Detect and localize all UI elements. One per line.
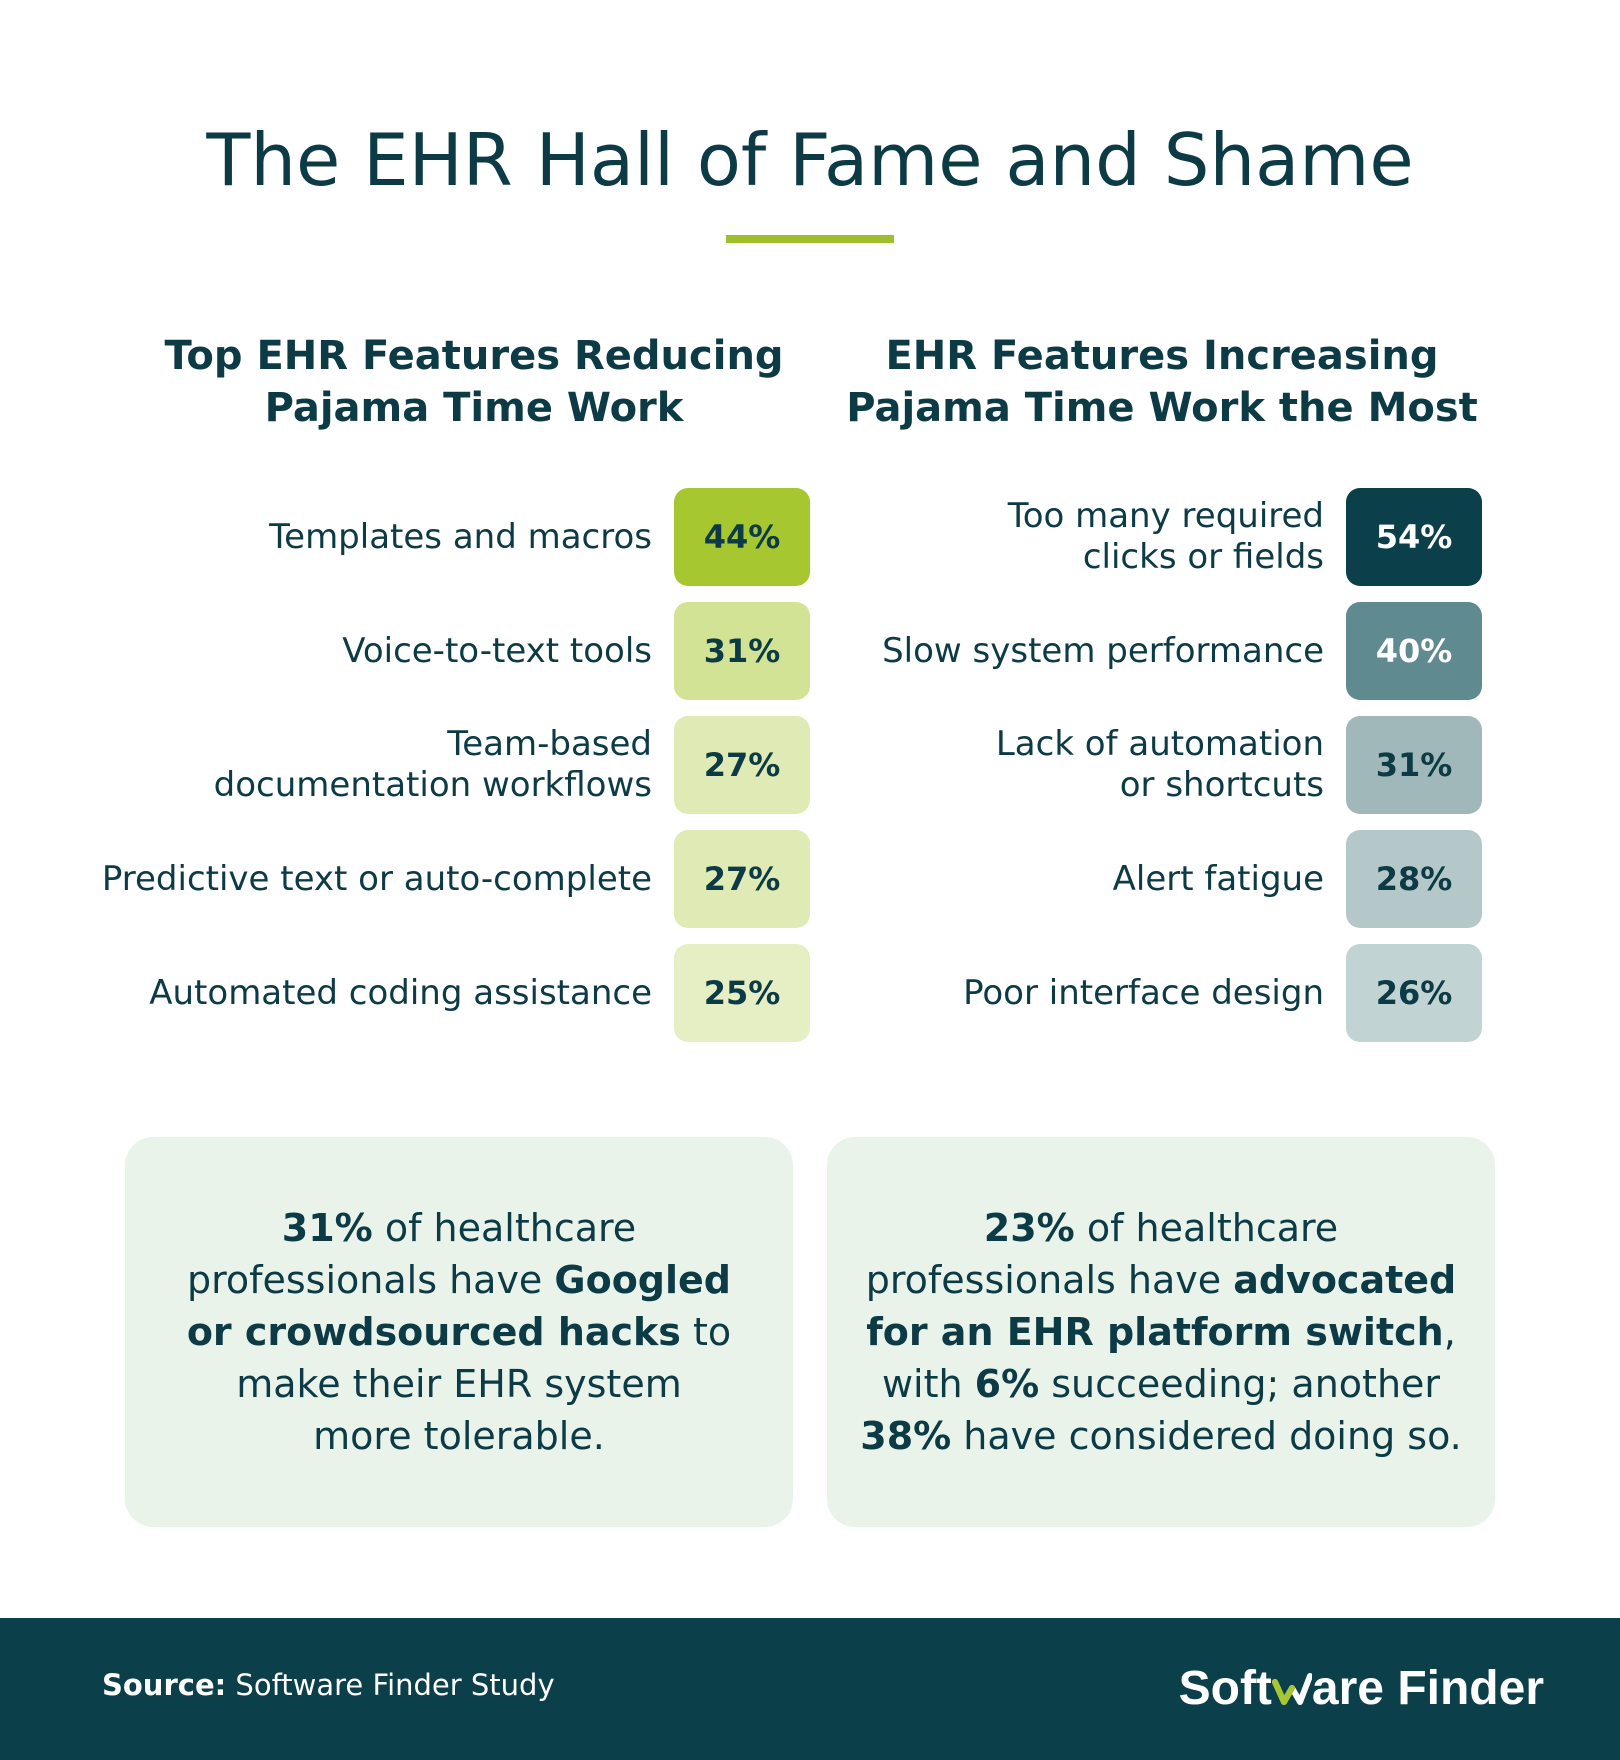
feature-label: Slow system performance	[882, 602, 1324, 700]
stat-emphasis: Googled	[554, 1258, 732, 1302]
heading-line: Pajama Time Work the Most	[846, 385, 1478, 431]
stat-text: ,	[1443, 1310, 1456, 1354]
percent-badge: 44%	[674, 488, 810, 586]
feature-label-line: Voice-to-text tools	[342, 630, 652, 671]
percent-badge: 26%	[1346, 944, 1482, 1042]
feature-row: Slow system performance 40%	[860, 602, 1482, 700]
right-column-heading: EHR Features Increasing Pajama Time Work…	[842, 330, 1482, 434]
stat-emphasis: or crowdsourced hacks	[186, 1310, 681, 1354]
stat-percent: 31%	[281, 1206, 373, 1250]
percent-badge: 27%	[674, 830, 810, 928]
feature-label: Predictive text or auto-complete	[102, 830, 652, 928]
logo-text-end: are Finder	[1311, 1661, 1544, 1715]
stat-text: more tolerable.	[313, 1414, 605, 1458]
feature-label: Voice-to-text tools	[342, 602, 652, 700]
feature-label-line: documentation workflows	[213, 765, 652, 805]
percent-badge: 40%	[1346, 602, 1482, 700]
stat-text: succeeding; another	[1039, 1362, 1441, 1406]
logo-text-start: Soft	[1178, 1661, 1272, 1715]
feature-label: Automated coding assistance	[149, 944, 652, 1042]
feature-label: Templates and macros	[269, 488, 652, 586]
checkmark-w-icon	[1271, 1673, 1312, 1705]
feature-label-line: Poor interface design	[963, 972, 1324, 1013]
software-finder-logo[interactable]: Soft are Finder	[1179, 1658, 1544, 1718]
feature-label-line: clicks or fields	[1082, 537, 1324, 577]
left-column-heading: Top EHR Features Reducing Pajama Time Wo…	[154, 330, 794, 434]
percent-badge: 28%	[1346, 830, 1482, 928]
percent-badge: 31%	[674, 602, 810, 700]
page-title: The EHR Hall of Fame and Shame	[206, 118, 1414, 202]
feature-row: Poor interface design 26%	[860, 944, 1482, 1042]
stat-text: of healthcare	[1074, 1206, 1339, 1250]
heading-line: Pajama Time Work	[264, 385, 684, 431]
feature-label-line: Lack of automation	[995, 724, 1324, 764]
feature-row: Alert fatigue 28%	[860, 830, 1482, 928]
stat-emphasis: 6%	[974, 1362, 1040, 1406]
stat-emphasis: 38%	[860, 1414, 952, 1458]
feature-label-line: Team-based	[447, 724, 652, 764]
heading-line: Top EHR Features Reducing	[164, 333, 784, 379]
stat-text: to	[680, 1310, 732, 1354]
footer-bar: Source: Software Finder Study Soft are F…	[0, 1618, 1620, 1760]
feature-row: Voice-to-text tools 31%	[40, 602, 810, 700]
feature-label: Team-based documentation workflows	[214, 716, 652, 814]
percent-badge: 25%	[674, 944, 810, 1042]
right-feature-list: Too many required clicks or fields 54% Slow…	[860, 488, 1482, 1058]
title-underline	[726, 235, 894, 243]
feature-label-line: Slow system performance	[882, 630, 1324, 671]
feature-label-line: Automated coding assistance	[149, 972, 652, 1013]
stat-text: with	[881, 1362, 975, 1406]
feature-label: Alert fatigue	[1113, 830, 1324, 928]
feature-label-line: Too many required	[1007, 496, 1324, 536]
stat-emphasis: for an EHR platform switch	[866, 1310, 1444, 1354]
stat-emphasis: advocated	[1233, 1258, 1457, 1302]
heading-line: EHR Features Increasing	[885, 333, 1439, 379]
feature-label: Poor interface design	[963, 944, 1324, 1042]
stat-card-right: 23% of healthcare professionals have adv…	[827, 1137, 1495, 1527]
source-label: Source:	[102, 1668, 227, 1702]
stat-text: make their EHR system	[236, 1362, 682, 1406]
feature-row: Team-based documentation workflows 27%	[40, 716, 810, 814]
feature-row: Too many required clicks or fields 54%	[860, 488, 1482, 586]
left-feature-list: Templates and macros 44% Voice-to-text too…	[40, 488, 810, 1058]
stat-card-text: 31% of healthcare professionals have Goo…	[187, 1202, 731, 1462]
feature-label: Lack of automation or shortcuts	[996, 716, 1324, 814]
stat-card-text: 23% of healthcare professionals have adv…	[860, 1202, 1461, 1462]
feature-label-line: or shortcuts	[1119, 765, 1324, 805]
feature-row: Predictive text or auto-complete 27%	[40, 830, 810, 928]
source-text: Software Finder Study	[226, 1668, 555, 1702]
feature-label: Too many required clicks or fields	[1008, 488, 1324, 586]
stat-text: of healthcare	[372, 1206, 637, 1250]
stat-text: professionals have	[865, 1258, 1234, 1302]
feature-label-line: Alert fatigue	[1112, 858, 1324, 899]
percent-badge: 27%	[674, 716, 810, 814]
feature-row: Automated coding assistance 25%	[40, 944, 810, 1042]
stat-text: professionals have	[186, 1258, 555, 1302]
percent-badge: 31%	[1346, 716, 1482, 814]
feature-row: Templates and macros 44%	[40, 488, 810, 586]
stat-percent: 23%	[983, 1206, 1075, 1250]
source-credit: Source: Software Finder Study	[102, 1668, 555, 1702]
stat-card-left: 31% of healthcare professionals have Goo…	[125, 1137, 793, 1527]
feature-label-line: Predictive text or auto-complete	[101, 858, 652, 899]
feature-row: Lack of automation or shortcuts 31%	[860, 716, 1482, 814]
feature-label-line: Templates and macros	[269, 516, 652, 557]
percent-badge: 54%	[1346, 488, 1482, 586]
stat-text: have considered doing so.	[951, 1414, 1462, 1458]
